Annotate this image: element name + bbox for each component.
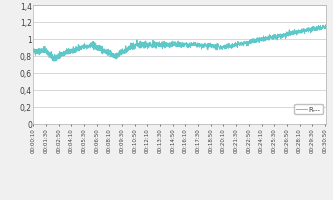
R--- xyxy=(39,52,43,54)
R--- xyxy=(317,30,321,32)
R--- xyxy=(275,36,279,38)
R--- xyxy=(324,24,328,27)
R--- xyxy=(265,39,269,41)
Line: R---: R--- xyxy=(33,26,326,62)
R--- xyxy=(324,25,328,28)
R--- xyxy=(31,51,35,53)
Legend: R---: R--- xyxy=(294,105,323,115)
R--- xyxy=(198,44,202,47)
R--- xyxy=(52,61,56,63)
R--- xyxy=(318,26,322,28)
